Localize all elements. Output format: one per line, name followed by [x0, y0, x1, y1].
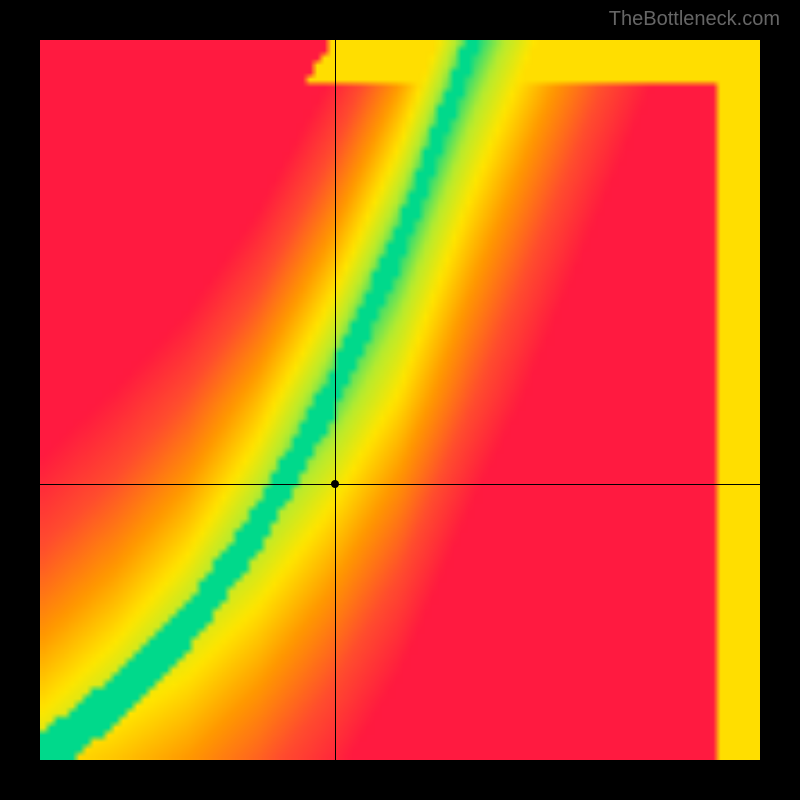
bottleneck-heatmap [40, 40, 760, 760]
crosshair-vertical [335, 40, 336, 760]
crosshair-marker [331, 480, 339, 488]
crosshair-horizontal [40, 484, 760, 485]
watermark-text: TheBottleneck.com [609, 8, 780, 31]
heatmap-canvas [40, 40, 760, 760]
